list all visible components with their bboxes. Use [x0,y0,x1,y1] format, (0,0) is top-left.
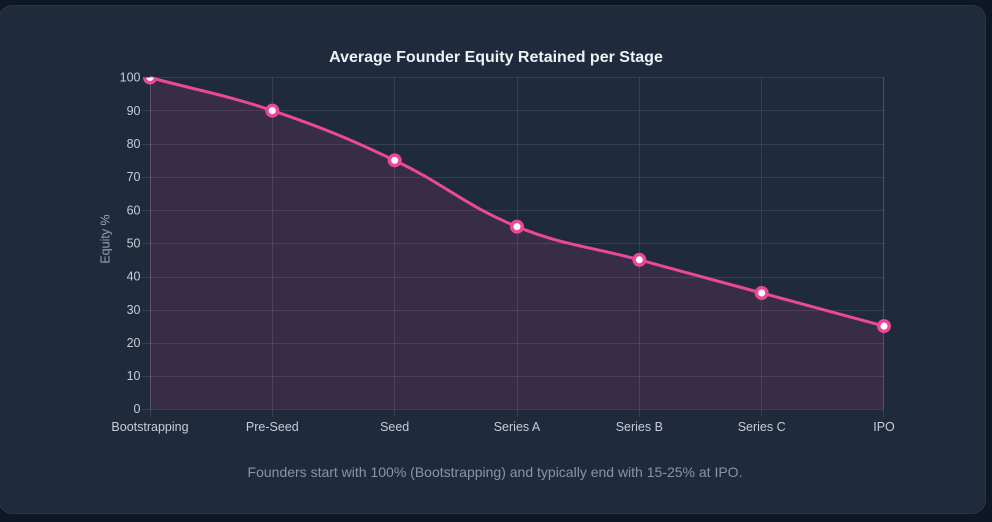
svg-text:IPO: IPO [873,420,895,434]
svg-text:60: 60 [127,203,141,217]
svg-text:50: 50 [127,236,141,250]
svg-text:40: 40 [127,270,141,284]
svg-text:Founders start with 100% (Boot: Founders start with 100% (Bootstrapping)… [248,464,743,480]
svg-text:100: 100 [120,71,141,85]
svg-text:70: 70 [127,170,141,184]
svg-text:Average Founder Equity Retaine: Average Founder Equity Retained per Stag… [329,49,663,66]
svg-text:Pre-Seed: Pre-Seed [246,420,299,434]
svg-text:Series A: Series A [494,420,541,434]
svg-text:Series B: Series B [616,420,663,434]
svg-text:10: 10 [127,369,141,383]
svg-text:0: 0 [134,402,141,416]
svg-text:80: 80 [127,137,141,151]
svg-text:30: 30 [127,303,141,317]
svg-text:Seed: Seed [380,420,409,434]
svg-text:20: 20 [127,336,141,350]
svg-text:90: 90 [127,104,141,118]
svg-text:Bootstrapping: Bootstrapping [111,420,188,434]
svg-text:Equity %: Equity % [99,214,113,263]
svg-text:Series C: Series C [738,420,786,434]
